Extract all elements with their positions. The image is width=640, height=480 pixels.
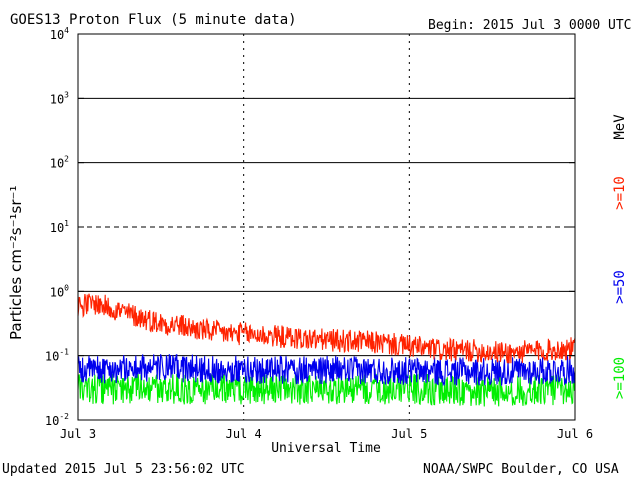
- y-tick-label: 10-2: [45, 412, 69, 428]
- legend-entry: >=10: [612, 176, 628, 210]
- legend-entry: >=100: [612, 357, 628, 399]
- x-tick-label: Jul 4: [226, 427, 262, 441]
- updated-timestamp: Updated 2015 Jul 5 23:56:02 UTC: [2, 462, 245, 477]
- begin-time: Begin: 2015 Jul 3 0000 UTC: [428, 18, 632, 33]
- x-tick-label: Jul 5: [391, 427, 427, 441]
- legend-entry: >=50: [612, 270, 628, 304]
- legend-unit: MeV: [612, 114, 628, 140]
- x-axis-title: Universal Time: [271, 441, 381, 456]
- y-tick-label: 101: [50, 219, 69, 235]
- y-tick-labels: 10-2 10-1 100 101 102 103 104: [45, 26, 575, 428]
- series-line-1: [77, 353, 576, 387]
- x-tick-label: Jul 3: [60, 427, 96, 441]
- y-tick-label: 100: [50, 283, 69, 299]
- x-tick-label: Jul 6: [557, 427, 593, 441]
- y-tick-label: 10-1: [45, 348, 69, 364]
- y-tick-label: 104: [50, 26, 69, 42]
- series-line-2: [77, 373, 576, 407]
- source-credit: NOAA/SWPC Boulder, CO USA: [423, 462, 619, 477]
- chart-title: GOES13 Proton Flux (5 minute data): [10, 12, 297, 28]
- legend: >=10 >=50 >=100 MeV: [612, 114, 628, 399]
- series-line-0: [77, 293, 576, 364]
- series-layer: [77, 293, 576, 407]
- y-axis-title: Particles cm⁻²s⁻¹sr⁻¹: [7, 186, 25, 340]
- y-tick-label: 102: [50, 155, 69, 171]
- x-tick-labels: Jul 3 Jul 4 Jul 5 Jul 6: [60, 427, 593, 441]
- y-tick-label: 103: [50, 90, 69, 106]
